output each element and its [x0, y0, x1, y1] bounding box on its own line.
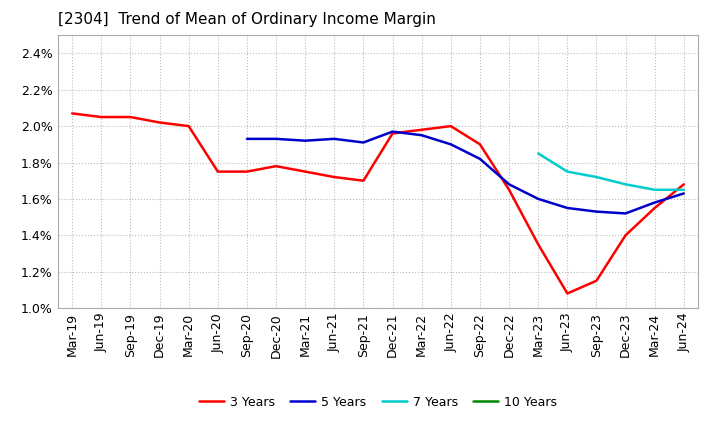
- 5 Years: [592, 209, 600, 214]
- 7 Years: [650, 187, 659, 192]
- Text: [2304]  Trend of Mean of Ordinary Income Margin: [2304] Trend of Mean of Ordinary Income …: [58, 12, 436, 27]
- 3 Years: [359, 178, 368, 183]
- 3 Years: [301, 169, 310, 174]
- 3 Years: [592, 278, 600, 283]
- 3 Years: [650, 205, 659, 211]
- 7 Years: [621, 182, 630, 187]
- 3 Years: [505, 187, 513, 192]
- 5 Years: [563, 205, 572, 211]
- 3 Years: [68, 111, 76, 116]
- Line: 3 Years: 3 Years: [72, 114, 684, 293]
- 3 Years: [97, 114, 106, 120]
- 3 Years: [243, 169, 251, 174]
- 5 Years: [301, 138, 310, 143]
- 5 Years: [446, 142, 455, 147]
- 3 Years: [680, 182, 688, 187]
- 5 Years: [476, 156, 485, 161]
- 5 Years: [271, 136, 280, 142]
- Legend: 3 Years, 5 Years, 7 Years, 10 Years: 3 Years, 5 Years, 7 Years, 10 Years: [194, 391, 562, 414]
- 7 Years: [680, 187, 688, 192]
- 5 Years: [330, 136, 338, 142]
- 3 Years: [563, 291, 572, 296]
- 5 Years: [359, 140, 368, 145]
- 3 Years: [184, 124, 193, 129]
- 3 Years: [213, 169, 222, 174]
- 3 Years: [126, 114, 135, 120]
- 3 Years: [476, 142, 485, 147]
- 3 Years: [330, 174, 338, 180]
- 5 Years: [534, 196, 543, 202]
- 7 Years: [534, 151, 543, 156]
- 5 Years: [418, 132, 426, 138]
- 3 Years: [534, 242, 543, 247]
- 3 Years: [446, 124, 455, 129]
- 3 Years: [271, 164, 280, 169]
- 3 Years: [388, 131, 397, 136]
- 7 Years: [563, 169, 572, 174]
- 5 Years: [505, 182, 513, 187]
- 3 Years: [621, 233, 630, 238]
- Line: 5 Years: 5 Years: [247, 132, 684, 213]
- 5 Years: [650, 200, 659, 205]
- 3 Years: [156, 120, 164, 125]
- Line: 7 Years: 7 Years: [538, 154, 684, 190]
- 5 Years: [388, 129, 397, 134]
- 5 Years: [621, 211, 630, 216]
- 5 Years: [243, 136, 251, 142]
- 5 Years: [680, 191, 688, 196]
- 3 Years: [418, 127, 426, 132]
- 7 Years: [592, 174, 600, 180]
